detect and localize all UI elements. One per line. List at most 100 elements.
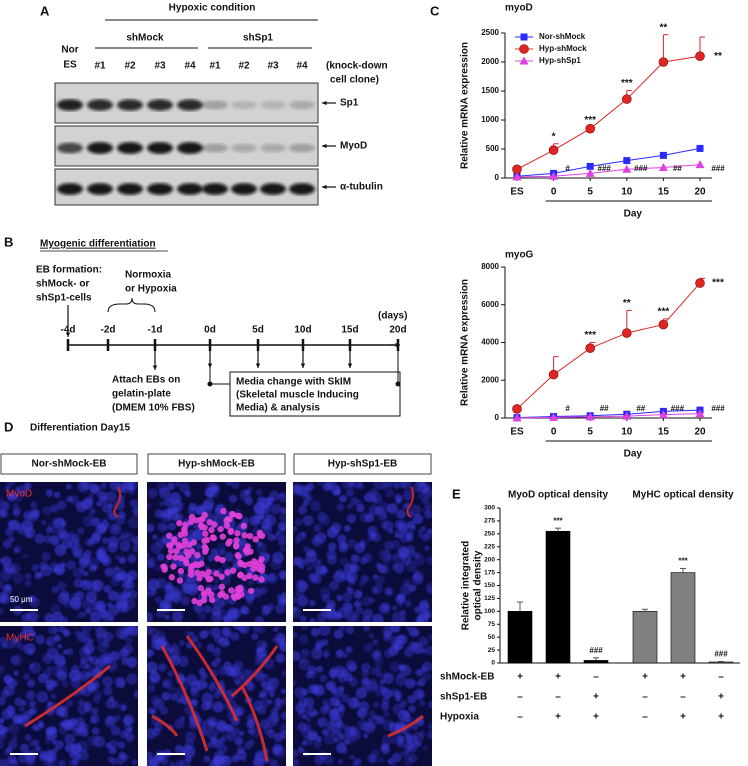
myod-nucleus: [218, 573, 225, 580]
panel-label: C: [430, 3, 440, 18]
nucleus: [294, 536, 302, 544]
nucleus: [7, 491, 16, 500]
nucleus: [245, 597, 254, 605]
significance: *: [552, 131, 556, 142]
nucleus: [218, 737, 226, 744]
nucleus: [233, 660, 244, 671]
nucleus: [303, 546, 309, 552]
nucleus: [29, 501, 38, 509]
band: [202, 183, 228, 195]
nucleus: [96, 523, 107, 534]
nucleus: [149, 756, 160, 766]
nucleus: [260, 510, 272, 522]
nucleus: [330, 689, 337, 696]
myod-nucleus: [173, 547, 180, 555]
nucleus: [213, 754, 225, 766]
nucleus: [392, 626, 401, 633]
myod-nucleus: [246, 532, 254, 540]
condition-mark: +: [555, 672, 561, 683]
nucleus: [280, 688, 286, 694]
nucleus: [31, 724, 39, 731]
myod-nucleus: [259, 563, 266, 570]
myod-nucleus: [213, 570, 220, 577]
step-label: (Skeletal muscle Inducing: [236, 390, 359, 401]
nucleus: [51, 506, 57, 512]
nucleus: [132, 506, 138, 516]
nucleus: [107, 542, 118, 553]
nucleus: [279, 730, 286, 740]
nucleus: [346, 503, 353, 510]
nucleus: [406, 544, 416, 554]
nucleus: [41, 551, 51, 562]
nucleus: [157, 521, 168, 533]
nucleus: [24, 579, 32, 587]
nucleus: [48, 626, 57, 635]
band: [289, 100, 315, 110]
nucleus: [222, 627, 232, 637]
myod-nucleus: [232, 543, 240, 550]
myod-nucleus: [229, 510, 236, 518]
nucleus: [164, 614, 170, 620]
nucleus: [107, 604, 120, 616]
nucleus: [313, 524, 322, 533]
nucleus: [13, 544, 23, 554]
myod-nucleus: [223, 522, 231, 529]
marker: [520, 33, 528, 41]
significance: ***: [584, 330, 596, 341]
nucleus: [167, 482, 175, 490]
lane-label: #3: [267, 61, 279, 72]
nucleus: [353, 758, 362, 766]
band: [147, 142, 173, 154]
nucleus: [0, 758, 10, 766]
nucleus: [225, 482, 233, 487]
nucleus: [345, 626, 355, 635]
nucleus: [163, 677, 173, 688]
nucleus: [105, 742, 112, 749]
significance: **: [623, 298, 631, 309]
nucleus: [28, 629, 36, 637]
nucleus: [0, 723, 3, 730]
band: [177, 183, 203, 195]
nucleus: [34, 745, 42, 752]
myod-nucleus: [252, 536, 259, 543]
nucleus: [405, 530, 414, 539]
step-label: gelatin-plate: [112, 389, 171, 400]
nucleus: [395, 695, 402, 702]
y-tick-label: 2000: [481, 57, 499, 66]
significance: ##: [636, 404, 645, 413]
nucleus: [79, 567, 85, 573]
nucleus: [58, 517, 65, 524]
nucleus: [293, 749, 299, 758]
nucleus: [417, 493, 424, 499]
band: [117, 142, 143, 154]
nucleus: [346, 538, 357, 549]
condition-mark: +: [680, 712, 686, 723]
nucleus: [97, 491, 108, 501]
condition-mark: –: [642, 712, 648, 723]
nucleus: [371, 532, 382, 543]
nucleus: [334, 702, 344, 713]
x-tick-label: 20: [694, 427, 706, 438]
nucleus: [336, 534, 347, 544]
nucleus: [101, 502, 113, 514]
nucleus: [228, 494, 238, 503]
nucleus: [259, 497, 272, 510]
step-label: Media) & analysis: [236, 403, 320, 414]
band: [87, 99, 113, 111]
myod-nucleus: [211, 521, 218, 528]
nucleus: [411, 573, 424, 585]
nucleus: [110, 725, 121, 736]
chart-title: myoD: [505, 3, 533, 14]
nucleus: [261, 642, 268, 649]
nucleus: [375, 562, 382, 569]
column-header: Nor-shMock-EB: [31, 459, 106, 470]
nucleus: [42, 506, 52, 516]
nucleus: [369, 488, 378, 497]
nucleus: [114, 676, 126, 688]
nucleus: [113, 565, 120, 572]
nucleus: [409, 504, 422, 517]
myod-nucleus: [219, 533, 226, 540]
nucleus: [417, 532, 423, 538]
nucleus: [198, 667, 206, 675]
